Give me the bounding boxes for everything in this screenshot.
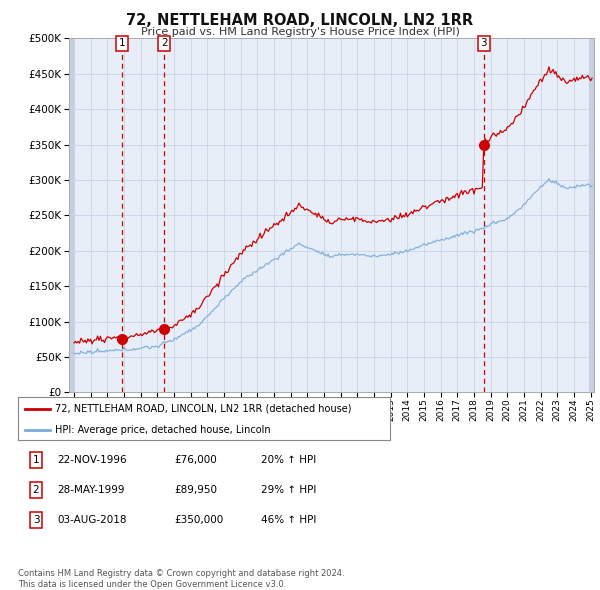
Text: 28-MAY-1999: 28-MAY-1999 bbox=[57, 485, 125, 494]
Text: 1: 1 bbox=[119, 38, 125, 48]
Text: Contains HM Land Registry data © Crown copyright and database right 2024.
This d: Contains HM Land Registry data © Crown c… bbox=[18, 569, 344, 589]
Bar bbox=[69, 38, 76, 392]
Text: 3: 3 bbox=[32, 516, 40, 525]
Text: Price paid vs. HM Land Registry's House Price Index (HPI): Price paid vs. HM Land Registry's House … bbox=[140, 27, 460, 37]
Text: 2: 2 bbox=[161, 38, 167, 48]
Text: 2: 2 bbox=[32, 485, 40, 494]
Text: 72, NETTLEHAM ROAD, LINCOLN, LN2 1RR: 72, NETTLEHAM ROAD, LINCOLN, LN2 1RR bbox=[127, 13, 473, 28]
Text: £350,000: £350,000 bbox=[174, 516, 223, 525]
Text: 22-NOV-1996: 22-NOV-1996 bbox=[57, 455, 127, 465]
Text: 1: 1 bbox=[32, 455, 40, 465]
Text: 20% ↑ HPI: 20% ↑ HPI bbox=[261, 455, 316, 465]
Text: 03-AUG-2018: 03-AUG-2018 bbox=[57, 516, 127, 525]
Text: £76,000: £76,000 bbox=[174, 455, 217, 465]
Text: 72, NETTLEHAM ROAD, LINCOLN, LN2 1RR (detached house): 72, NETTLEHAM ROAD, LINCOLN, LN2 1RR (de… bbox=[55, 404, 352, 414]
Text: 29% ↑ HPI: 29% ↑ HPI bbox=[261, 485, 316, 494]
Text: 3: 3 bbox=[481, 38, 487, 48]
Text: HPI: Average price, detached house, Lincoln: HPI: Average price, detached house, Linc… bbox=[55, 425, 271, 435]
Bar bbox=[589, 38, 594, 392]
Text: 46% ↑ HPI: 46% ↑ HPI bbox=[261, 516, 316, 525]
Text: £89,950: £89,950 bbox=[174, 485, 217, 494]
